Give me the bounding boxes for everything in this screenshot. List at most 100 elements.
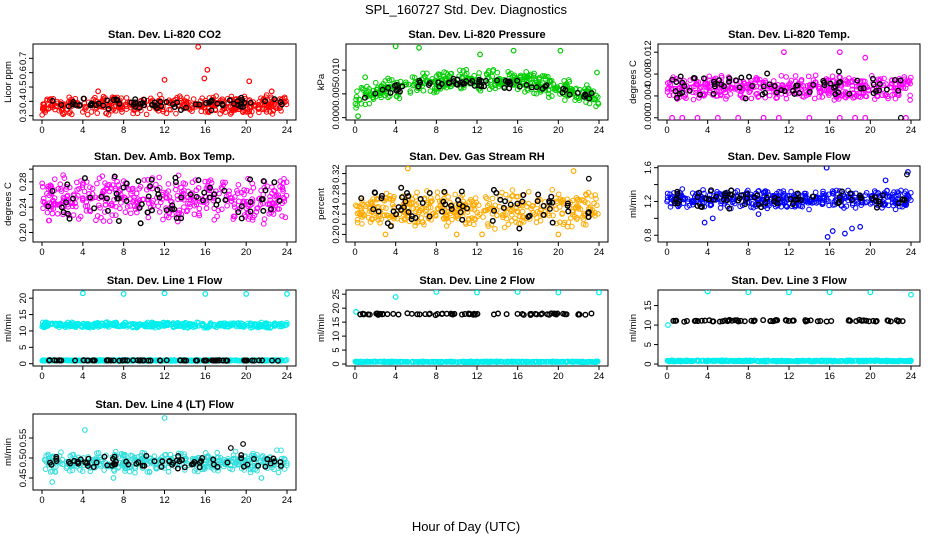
data-point <box>244 209 251 216</box>
data-point <box>277 357 284 364</box>
data-point <box>778 189 784 196</box>
data-point <box>176 93 183 100</box>
data-point <box>585 200 591 206</box>
data-point <box>82 203 89 209</box>
data-point <box>432 312 439 319</box>
data-point <box>114 195 121 202</box>
data-point <box>906 195 912 201</box>
data-point <box>87 184 93 191</box>
y-tick-label: 0.32 <box>331 164 342 183</box>
data-point <box>421 221 427 228</box>
data-point <box>271 179 278 186</box>
data-point <box>419 200 426 207</box>
data-point <box>122 101 129 108</box>
y-tick-label: 0.28 <box>331 185 342 204</box>
data-point <box>784 192 791 199</box>
data-point <box>906 79 912 86</box>
data-point <box>73 203 79 210</box>
data-point <box>448 202 455 209</box>
data-point <box>393 87 400 94</box>
data-point <box>716 77 723 84</box>
data-point <box>469 358 476 365</box>
data-point <box>464 209 471 215</box>
data-point <box>742 95 749 102</box>
data-point <box>858 195 865 202</box>
data-point <box>815 83 822 90</box>
data-point <box>247 99 254 106</box>
outlier-point <box>79 290 86 297</box>
data-point <box>536 76 542 83</box>
data-point <box>40 195 47 202</box>
data-point <box>149 102 156 109</box>
data-point <box>469 77 476 84</box>
data-point <box>117 323 123 330</box>
x-tick-label: 8 <box>121 371 126 382</box>
data-point <box>210 194 216 200</box>
data-point <box>366 100 373 107</box>
data-point <box>667 204 674 210</box>
data-point <box>550 212 556 219</box>
data-point <box>900 85 907 91</box>
data-point <box>80 195 86 201</box>
x-tick-label: 4 <box>393 247 398 258</box>
data-point <box>446 80 453 87</box>
data-point <box>525 188 532 195</box>
data-point <box>563 311 570 318</box>
data-point <box>440 215 447 222</box>
data-point <box>761 89 768 96</box>
data-point <box>886 193 892 199</box>
data-point <box>889 77 895 83</box>
data-point <box>587 358 594 365</box>
data-point <box>789 201 796 208</box>
data-point <box>459 192 466 198</box>
data-point <box>389 197 396 203</box>
data-point <box>387 93 393 99</box>
data-point <box>80 321 86 327</box>
data-point <box>81 188 88 195</box>
data-point <box>427 204 434 211</box>
data-point <box>58 204 65 211</box>
data-point <box>40 205 46 212</box>
data-point <box>230 213 237 220</box>
data-point <box>150 323 157 330</box>
outlier-point <box>735 114 742 120</box>
data-point <box>858 202 864 208</box>
data-point <box>437 203 444 210</box>
data-point <box>463 66 470 73</box>
data-point <box>122 209 129 215</box>
data-point <box>100 188 106 195</box>
outlier-point <box>404 166 411 172</box>
data-point <box>717 205 724 211</box>
data-point <box>378 192 385 199</box>
data-point <box>112 212 119 219</box>
y-tick-label: 15 <box>331 317 342 328</box>
x-tick-label: 16 <box>512 125 523 136</box>
outlier-point <box>806 114 813 120</box>
data-point <box>246 108 253 115</box>
data-point <box>797 196 804 203</box>
data-point <box>434 189 441 195</box>
data-point <box>249 357 256 364</box>
data-point <box>356 203 363 210</box>
data-point <box>136 322 143 328</box>
data-point <box>125 321 132 328</box>
data-point <box>864 84 871 91</box>
outlier-point <box>594 69 600 76</box>
x-tick-label: 8 <box>434 125 439 136</box>
data-point <box>580 216 587 223</box>
data-point <box>103 185 109 192</box>
data-point <box>48 190 55 197</box>
data-point <box>426 189 433 196</box>
data-point <box>375 208 382 215</box>
data-point <box>822 192 829 198</box>
data-point <box>364 359 371 365</box>
data-point <box>51 200 57 207</box>
data-point <box>673 94 680 101</box>
data-point <box>196 101 203 108</box>
x-tick-label: 12 <box>784 125 795 136</box>
data-point <box>722 190 729 197</box>
data-point <box>514 200 521 207</box>
outlier-point <box>246 78 253 85</box>
data-point <box>676 90 683 97</box>
data-point <box>409 213 416 220</box>
